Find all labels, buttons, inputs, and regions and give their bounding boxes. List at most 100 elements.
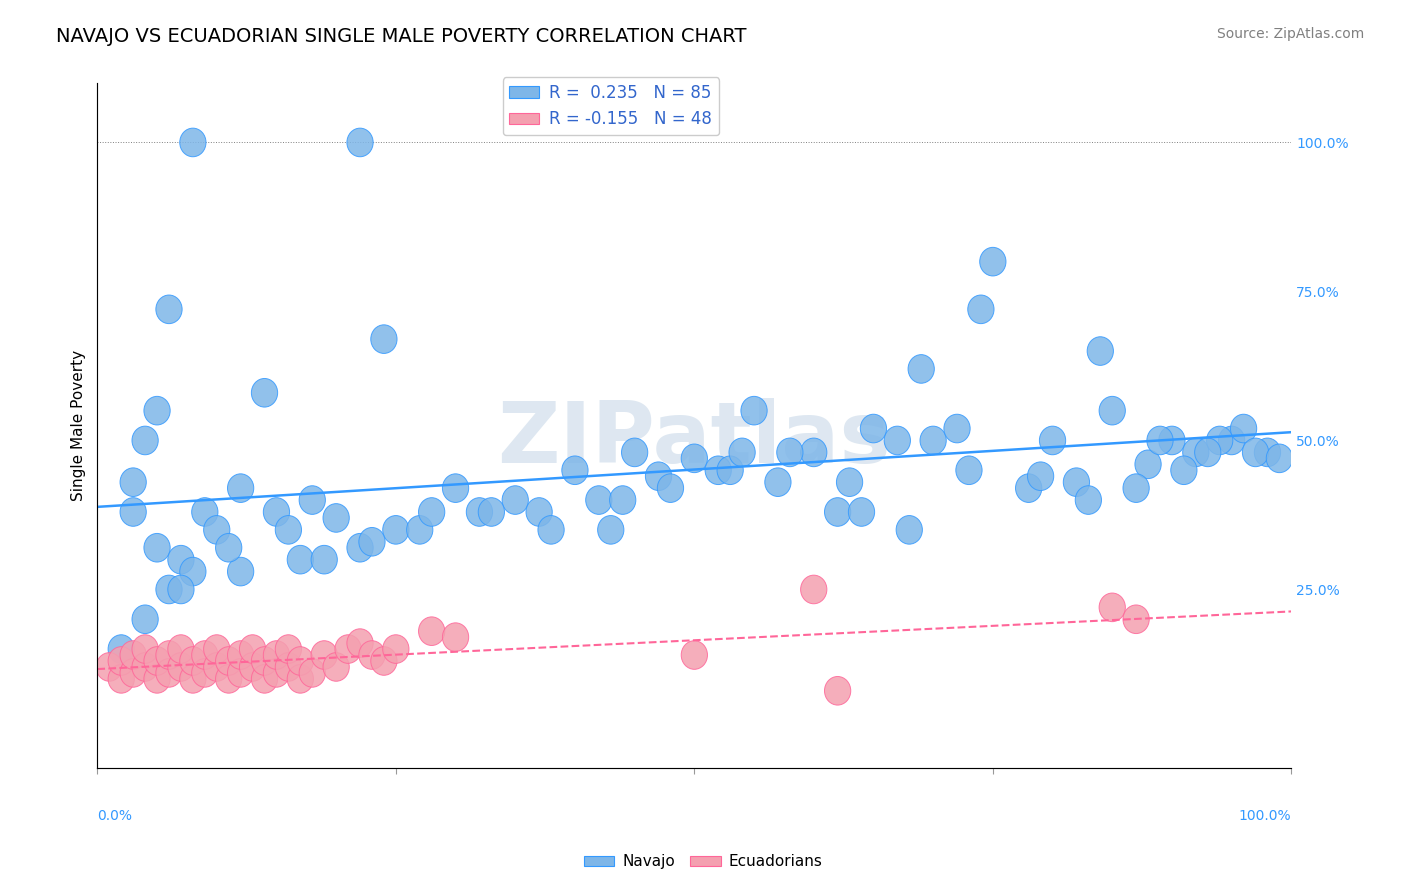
Ellipse shape xyxy=(526,498,553,526)
Ellipse shape xyxy=(143,396,170,425)
Ellipse shape xyxy=(1028,462,1053,491)
Ellipse shape xyxy=(167,653,194,681)
Ellipse shape xyxy=(1219,426,1244,455)
Ellipse shape xyxy=(943,414,970,442)
Text: 100.0%: 100.0% xyxy=(1239,809,1291,823)
Ellipse shape xyxy=(180,665,207,693)
Ellipse shape xyxy=(478,498,505,526)
Ellipse shape xyxy=(967,295,994,324)
Ellipse shape xyxy=(120,498,146,526)
Ellipse shape xyxy=(335,635,361,664)
Ellipse shape xyxy=(1254,438,1281,467)
Ellipse shape xyxy=(287,647,314,675)
Ellipse shape xyxy=(276,635,301,664)
Text: NAVAJO VS ECUADORIAN SINGLE MALE POVERTY CORRELATION CHART: NAVAJO VS ECUADORIAN SINGLE MALE POVERTY… xyxy=(56,27,747,45)
Ellipse shape xyxy=(800,575,827,604)
Ellipse shape xyxy=(299,486,325,515)
Ellipse shape xyxy=(1159,426,1185,455)
Ellipse shape xyxy=(1099,593,1125,622)
Ellipse shape xyxy=(741,396,768,425)
Ellipse shape xyxy=(204,653,231,681)
Text: 0.0%: 0.0% xyxy=(97,809,132,823)
Legend: R =  0.235   N = 85, R = -0.155   N = 48: R = 0.235 N = 85, R = -0.155 N = 48 xyxy=(503,78,718,135)
Ellipse shape xyxy=(228,640,253,669)
Ellipse shape xyxy=(287,665,314,693)
Ellipse shape xyxy=(800,438,827,467)
Ellipse shape xyxy=(252,378,277,407)
Ellipse shape xyxy=(896,516,922,544)
Ellipse shape xyxy=(382,516,409,544)
Ellipse shape xyxy=(776,438,803,467)
Ellipse shape xyxy=(96,653,122,681)
Ellipse shape xyxy=(323,653,349,681)
Ellipse shape xyxy=(598,516,624,544)
Ellipse shape xyxy=(143,647,170,675)
Ellipse shape xyxy=(382,635,409,664)
Ellipse shape xyxy=(682,640,707,669)
Ellipse shape xyxy=(1015,474,1042,502)
Ellipse shape xyxy=(311,640,337,669)
Ellipse shape xyxy=(263,498,290,526)
Ellipse shape xyxy=(263,640,290,669)
Ellipse shape xyxy=(239,653,266,681)
Ellipse shape xyxy=(1099,396,1125,425)
Ellipse shape xyxy=(347,629,373,657)
Ellipse shape xyxy=(1087,337,1114,366)
Ellipse shape xyxy=(191,498,218,526)
Ellipse shape xyxy=(180,128,207,157)
Ellipse shape xyxy=(824,498,851,526)
Ellipse shape xyxy=(1063,468,1090,497)
Ellipse shape xyxy=(860,414,887,442)
Ellipse shape xyxy=(120,658,146,687)
Ellipse shape xyxy=(371,647,396,675)
Ellipse shape xyxy=(132,605,159,633)
Ellipse shape xyxy=(167,635,194,664)
Ellipse shape xyxy=(1171,456,1197,484)
Ellipse shape xyxy=(299,658,325,687)
Ellipse shape xyxy=(1135,450,1161,479)
Ellipse shape xyxy=(467,498,492,526)
Ellipse shape xyxy=(419,498,444,526)
Ellipse shape xyxy=(156,640,183,669)
Ellipse shape xyxy=(132,653,159,681)
Ellipse shape xyxy=(1206,426,1233,455)
Ellipse shape xyxy=(621,438,648,467)
Ellipse shape xyxy=(132,635,159,664)
Ellipse shape xyxy=(824,676,851,705)
Ellipse shape xyxy=(371,325,396,353)
Ellipse shape xyxy=(1230,414,1257,442)
Legend: Navajo, Ecuadorians: Navajo, Ecuadorians xyxy=(578,848,828,875)
Ellipse shape xyxy=(586,486,612,515)
Ellipse shape xyxy=(1243,438,1268,467)
Ellipse shape xyxy=(1267,444,1292,473)
Ellipse shape xyxy=(239,635,266,664)
Ellipse shape xyxy=(1123,605,1149,633)
Ellipse shape xyxy=(848,498,875,526)
Y-axis label: Single Male Poverty: Single Male Poverty xyxy=(72,350,86,501)
Ellipse shape xyxy=(1147,426,1173,455)
Ellipse shape xyxy=(323,504,349,533)
Ellipse shape xyxy=(311,545,337,574)
Ellipse shape xyxy=(204,635,231,664)
Text: Source: ZipAtlas.com: Source: ZipAtlas.com xyxy=(1216,27,1364,41)
Ellipse shape xyxy=(120,468,146,497)
Ellipse shape xyxy=(156,575,183,604)
Ellipse shape xyxy=(443,474,468,502)
Ellipse shape xyxy=(287,545,314,574)
Ellipse shape xyxy=(156,658,183,687)
Ellipse shape xyxy=(728,438,755,467)
Ellipse shape xyxy=(347,533,373,562)
Ellipse shape xyxy=(228,658,253,687)
Ellipse shape xyxy=(215,647,242,675)
Ellipse shape xyxy=(191,658,218,687)
Ellipse shape xyxy=(347,128,373,157)
Ellipse shape xyxy=(1182,438,1209,467)
Ellipse shape xyxy=(443,623,468,651)
Ellipse shape xyxy=(143,665,170,693)
Ellipse shape xyxy=(263,658,290,687)
Ellipse shape xyxy=(359,640,385,669)
Ellipse shape xyxy=(143,533,170,562)
Ellipse shape xyxy=(920,426,946,455)
Ellipse shape xyxy=(717,456,744,484)
Ellipse shape xyxy=(204,516,231,544)
